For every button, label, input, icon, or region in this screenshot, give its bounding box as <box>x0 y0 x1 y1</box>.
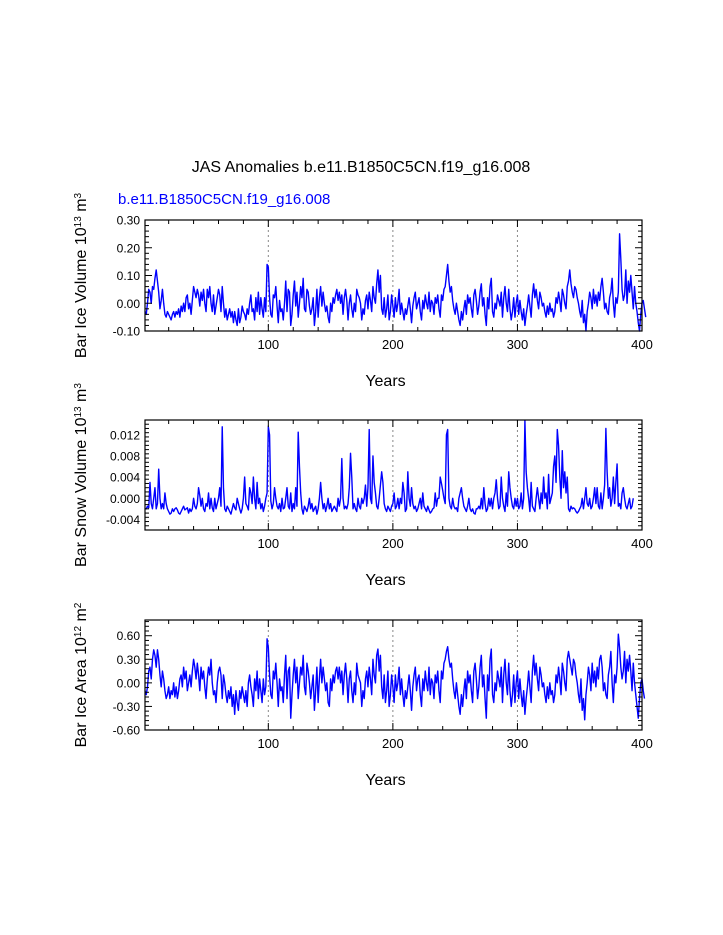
bar-ice-volume-xtick-label: 100 <box>257 337 279 352</box>
bar-snow-volume-series-line <box>145 419 634 515</box>
bar-snow-volume-ytick-label: 0.000 <box>110 492 140 506</box>
bar-ice-area-ytick-label: -0.60 <box>113 724 141 738</box>
bar-ice-area-ytick-label: 0.30 <box>117 653 141 667</box>
bar-ice-volume-ytick-label: 0.20 <box>117 241 141 255</box>
bar-ice-volume-ytick-label: 0.30 <box>117 214 141 228</box>
panels: 100 200 300 400 -0.10 0.00 0.10 0.20 0.30 Years Ba… <box>73 192 653 789</box>
bar-ice-area-xtick-label: 400 <box>631 736 653 751</box>
bar-snow-volume-xlabel: Years <box>365 572 405 589</box>
bar-ice-volume-ytick-label: -0.10 <box>113 325 141 339</box>
bar-ice-volume-xlabel: Years <box>365 373 405 390</box>
bar-snow-volume-ytick-label: -0.004 <box>106 513 140 527</box>
bar-ice-area-xtick-label: 300 <box>507 736 529 751</box>
bar-snow-volume-ytick-label: 0.004 <box>110 471 140 485</box>
bar-ice-volume-series-line <box>144 233 647 332</box>
bar-ice-volume-ytick-label: 0.00 <box>117 297 141 311</box>
bar-ice-volume-xtick-label: 200 <box>382 337 404 352</box>
bar-ice-area-ylabel: Bar Ice Area 1012 m2 <box>73 602 91 747</box>
bar-snow-volume-xtick-label: 100 <box>257 536 279 551</box>
bar-snow-volume-plot-frame <box>144 419 643 531</box>
bar-ice-volume-xtick-label: 400 <box>631 337 653 352</box>
figure-title: JAS Anomalies b.e11.B1850C5CN.f19_g16.00… <box>192 159 531 176</box>
bar-ice-area-series-line <box>144 633 646 721</box>
bar-snow-volume-xtick-label: 400 <box>631 536 653 551</box>
case-label: b.e11.B1850C5CN.f19_g16.008 <box>118 191 330 208</box>
bar-snow-volume-ytick-label: 0.012 <box>110 428 140 442</box>
bar-ice-area-ytick-label: -0.30 <box>113 700 141 714</box>
bar-snow-volume-panel: 100 200 300 400 -0.004 0.000 0.004 0.008 0.012 Ye… <box>73 383 653 589</box>
bar-ice-volume-ylabel: Bar Ice Volume 1013 m3 <box>73 192 91 358</box>
bar-ice-volume-xtick-label: 300 <box>507 337 529 352</box>
bar-ice-volume-panel: 100 200 300 400 -0.10 0.00 0.10 0.20 0.30 Years Ba… <box>73 192 653 390</box>
bar-ice-area-xlabel: Years <box>365 772 405 789</box>
bar-ice-volume-ytick-label: 0.10 <box>117 269 141 283</box>
bar-ice-area-panel: 100 200 300 400 -0.60 -0.30 0.00 0.30 0.60 Years B… <box>73 602 653 789</box>
bar-snow-volume-ytick-label: 0.008 <box>110 449 140 463</box>
bar-snow-volume-xtick-label: 200 <box>382 536 404 551</box>
bar-snow-volume-ylabel: Bar Snow Volume 1013 m3 <box>73 383 91 567</box>
bar-ice-area-xtick-label: 100 <box>257 736 279 751</box>
bar-snow-volume-xtick-label: 300 <box>507 536 529 551</box>
bar-ice-area-ytick-label: 0.60 <box>117 629 141 643</box>
bar-ice-area-ytick-label: 0.00 <box>117 676 141 690</box>
bar-ice-area-xtick-label: 200 <box>382 736 404 751</box>
bar-ice-area-plot-frame <box>144 619 643 731</box>
